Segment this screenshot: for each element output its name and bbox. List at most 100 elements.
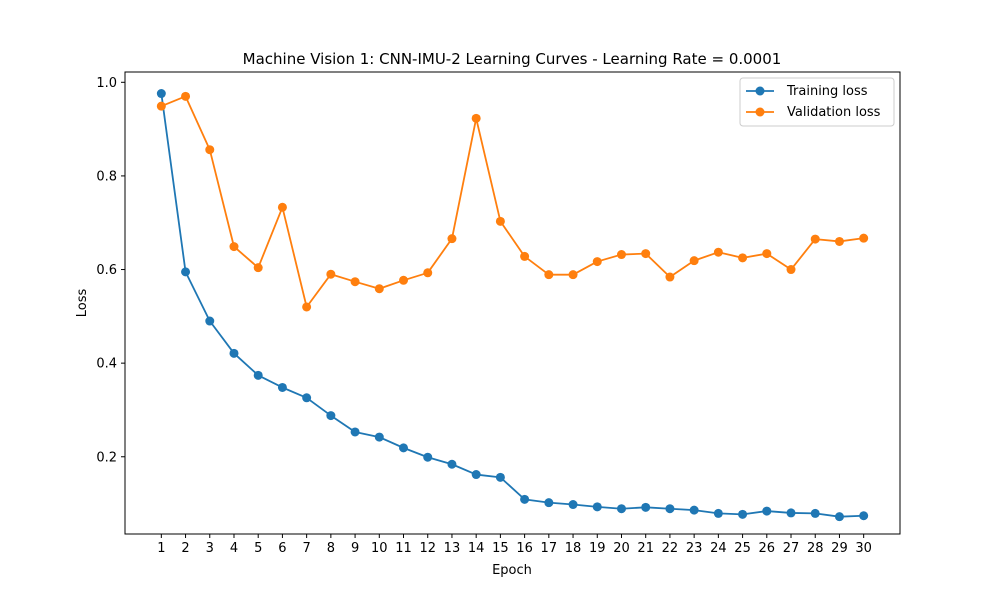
x-tick-label: 12 <box>419 541 436 556</box>
validation-loss-line <box>160 95 864 308</box>
training-loss-point <box>326 411 336 421</box>
x-tick-label: 25 <box>734 541 751 556</box>
training-loss-point <box>302 393 312 403</box>
training-loss-point <box>423 452 433 462</box>
training-loss-point <box>181 267 191 277</box>
x-tick-label: 8 <box>327 541 335 556</box>
legend-frame <box>739 77 895 127</box>
validation-loss-point <box>253 263 263 273</box>
validation-loss-point <box>399 275 409 285</box>
validation-loss-point <box>834 236 844 246</box>
validation-loss-point <box>495 216 505 226</box>
training-loss-point <box>447 459 457 469</box>
x-tick-label: 3 <box>206 541 214 556</box>
validation-loss-point <box>544 270 554 280</box>
y-tick-label: 0.4 <box>96 357 117 372</box>
validation-loss-point <box>641 249 651 259</box>
validation-loss-point <box>689 256 699 266</box>
training-loss-point <box>810 508 820 518</box>
y-tick-label: 0.2 <box>96 450 117 465</box>
validation-loss-point <box>229 242 239 252</box>
validation-loss-point <box>471 113 481 123</box>
x-tick-label: 2 <box>181 541 189 556</box>
training-loss-point <box>713 508 723 518</box>
x-tick-label: 29 <box>831 541 848 556</box>
training-loss-point <box>859 511 869 521</box>
training-loss-point <box>568 500 578 510</box>
y-tick-label: 1.0 <box>96 76 117 91</box>
training-loss-point <box>520 494 530 504</box>
validation-loss-point <box>423 268 433 278</box>
x-tick-label: 5 <box>254 541 262 556</box>
y-axis: 0.2 0.4 0.6 0.8 1.0 <box>96 76 125 465</box>
plot-area-frame <box>124 71 901 535</box>
training-loss-point <box>350 427 360 437</box>
legend-label-training-loss: Training loss <box>786 84 868 99</box>
training-loss-point <box>495 472 505 482</box>
training-loss-point <box>641 502 651 512</box>
y-tick-label: 0.6 <box>96 263 117 278</box>
x-axis-label: Epoch <box>492 563 532 578</box>
x-tick-label: 18 <box>565 541 582 556</box>
legend-swatch-validation-marker <box>755 107 765 117</box>
x-tick-label: 23 <box>686 541 703 556</box>
x-tick-label: 30 <box>855 541 872 556</box>
x-tick-label: 21 <box>637 541 654 556</box>
x-tick-label: 28 <box>807 541 824 556</box>
series-training-loss <box>156 89 869 522</box>
x-tick-label: 17 <box>541 541 558 556</box>
x-tick-label: 26 <box>759 541 776 556</box>
y-axis-label: Loss <box>75 289 90 318</box>
training-loss-point <box>665 504 675 514</box>
validation-loss-point <box>520 251 530 261</box>
training-loss-point <box>762 506 772 516</box>
training-loss-point <box>592 502 602 512</box>
validation-loss-point <box>205 145 215 155</box>
validation-loss-point <box>181 91 191 101</box>
training-loss-point <box>689 505 699 515</box>
validation-loss-point <box>277 202 287 212</box>
validation-loss-point <box>616 250 626 260</box>
x-tick-label: 24 <box>710 541 727 556</box>
validation-loss-point <box>713 247 723 257</box>
x-tick-label: 20 <box>613 541 630 556</box>
training-loss-point <box>834 512 844 522</box>
validation-loss-point <box>326 269 336 279</box>
validation-loss-point <box>374 284 384 294</box>
training-loss-line <box>160 93 864 518</box>
validation-loss-point <box>350 277 360 287</box>
x-tick-label: 1 <box>157 541 165 556</box>
validation-loss-point <box>859 233 869 243</box>
x-tick-label: 9 <box>351 541 359 556</box>
training-loss-point <box>229 348 239 358</box>
legend-swatch-training-marker <box>755 86 765 96</box>
training-loss-point <box>471 470 481 480</box>
validation-loss-point <box>592 257 602 267</box>
x-tick-label: 13 <box>444 541 461 556</box>
series-validation-loss <box>156 91 869 312</box>
training-loss-point <box>544 498 554 508</box>
validation-loss-point <box>665 272 675 282</box>
training-loss-point <box>374 432 384 442</box>
x-tick-label: 22 <box>662 541 679 556</box>
x-tick-label: 10 <box>371 541 388 556</box>
x-axis: 1 2 3 4 5 6 7 8 9 10 11 12 13 14 15 16 17 18 19 20 21 22 23 24 2… <box>157 534 872 556</box>
validation-loss-point <box>447 234 457 244</box>
validation-loss-point <box>156 101 166 111</box>
validation-loss-point <box>810 234 820 244</box>
y-tick-label: 0.8 <box>96 169 117 184</box>
training-loss-point <box>738 509 748 519</box>
series-layer <box>156 89 869 522</box>
training-loss-point <box>616 504 626 514</box>
validation-loss-point <box>738 253 748 263</box>
validation-loss-point <box>568 270 578 280</box>
training-loss-point <box>156 89 166 99</box>
x-tick-label: 11 <box>395 541 412 556</box>
chart-title: Machine Vision 1: CNN-IMU-2 Learning Cur… <box>243 50 782 68</box>
x-tick-label: 16 <box>516 541 533 556</box>
training-loss-point <box>399 443 409 453</box>
training-loss-point <box>786 508 796 518</box>
legend: Training loss Validation loss <box>739 77 895 127</box>
training-loss-point <box>277 382 287 392</box>
